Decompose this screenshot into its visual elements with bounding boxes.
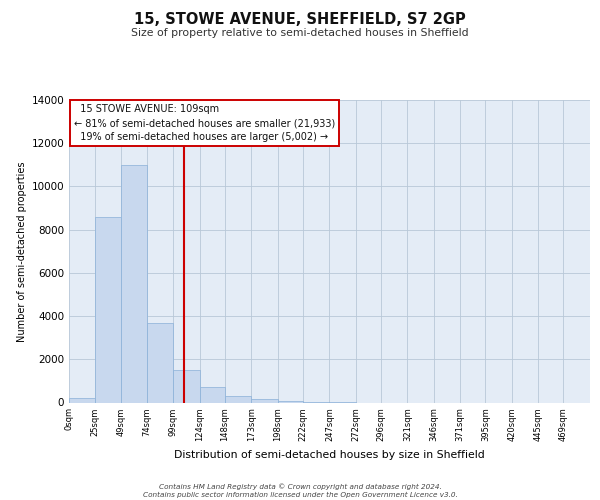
Bar <box>251 400 278 402</box>
Bar <box>95 216 121 402</box>
Text: 15 STOWE AVENUE: 109sqm
← 81% of semi-detached houses are smaller (21,933)
  19%: 15 STOWE AVENUE: 109sqm ← 81% of semi-de… <box>74 104 335 142</box>
Y-axis label: Number of semi-detached properties: Number of semi-detached properties <box>17 161 27 342</box>
Bar <box>200 388 225 402</box>
Bar <box>173 370 200 402</box>
Text: Contains HM Land Registry data © Crown copyright and database right 2024.
Contai: Contains HM Land Registry data © Crown c… <box>143 484 457 498</box>
Text: 15, STOWE AVENUE, SHEFFIELD, S7 2GP: 15, STOWE AVENUE, SHEFFIELD, S7 2GP <box>134 12 466 28</box>
Bar <box>69 398 95 402</box>
X-axis label: Distribution of semi-detached houses by size in Sheffield: Distribution of semi-detached houses by … <box>174 450 485 460</box>
Bar <box>225 396 251 402</box>
Bar <box>147 322 173 402</box>
Bar <box>121 165 147 402</box>
Text: Size of property relative to semi-detached houses in Sheffield: Size of property relative to semi-detach… <box>131 28 469 38</box>
